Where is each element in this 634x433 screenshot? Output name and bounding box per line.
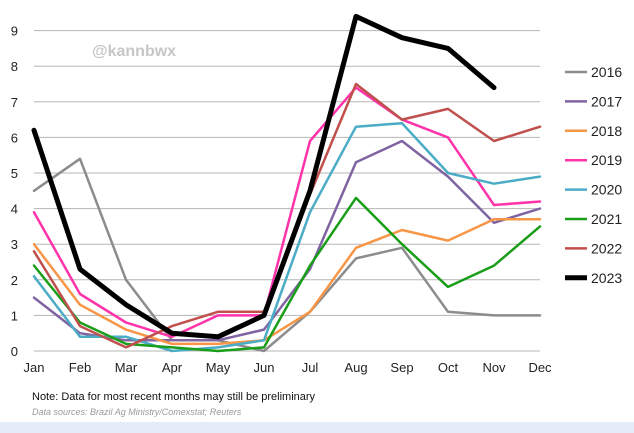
y-tick-label-2: 2 [11, 273, 18, 288]
series-line-2016 [32, 157, 542, 353]
x-tick-label-nov: Nov [482, 360, 506, 375]
y-tick-label-7: 7 [11, 95, 18, 110]
legend-label-2023: 2023 [591, 270, 622, 286]
y-tick-label-8: 8 [11, 59, 18, 74]
legend-label-2021: 2021 [591, 211, 622, 227]
chart-note: Note: Data for most recent months may st… [32, 391, 316, 403]
series-lines [31, 13, 542, 353]
y-axis: 0 1 2 3 4 5 6 7 8 9 10 [4, 0, 18, 359]
legend: 2016 2017 2018 2019 2020 2021 2022 2023 [565, 64, 622, 286]
legend-label-2020: 2020 [591, 182, 622, 198]
legend-label-2022: 2022 [591, 240, 622, 256]
y-tick-label-1: 1 [11, 308, 18, 323]
series-line-2019 [32, 86, 542, 339]
series-line-2020 [32, 121, 542, 353]
y-tick-label-0: 0 [11, 344, 18, 359]
y-tick-label-9: 9 [11, 24, 18, 39]
x-axis: Jan Feb Mar Apr May Jun Jul Aug Sep Oct Nov Dec [24, 360, 553, 375]
x-tick-label-dec: Dec [528, 360, 552, 375]
series-line-2021 [32, 196, 542, 353]
series-line-2023 [31, 13, 497, 340]
bottom-bar [0, 422, 634, 433]
series-line-2018 [32, 218, 542, 346]
x-tick-label-apr: Apr [162, 360, 183, 375]
x-tick-label-oct: Oct [438, 360, 459, 375]
x-tick-label-sep: Sep [390, 360, 413, 375]
legend-label-2017: 2017 [591, 93, 622, 109]
x-tick-label-aug: Aug [344, 360, 367, 375]
y-tick-label-6: 6 [11, 130, 18, 145]
y-tick-label-4: 4 [11, 202, 18, 217]
x-tick-label-feb: Feb [69, 360, 91, 375]
legend-label-2016: 2016 [591, 64, 622, 80]
x-tick-label-may: May [206, 360, 231, 375]
y-tick-label-10: 10 [4, 0, 18, 3]
x-tick-label-mar: Mar [115, 360, 138, 375]
x-tick-label-jul: Jul [302, 360, 319, 375]
x-tick-label-jun: Jun [254, 360, 275, 375]
data-source: Data sources: Brazil Ag Ministry/Comexst… [32, 407, 242, 417]
legend-label-2019: 2019 [591, 152, 622, 168]
legend-label-2018: 2018 [591, 123, 622, 139]
x-tick-label-jan: Jan [24, 360, 45, 375]
y-tick-label-5: 5 [11, 166, 18, 181]
watermark: @kannbwx [92, 43, 176, 60]
y-tick-label-3: 3 [11, 237, 18, 252]
